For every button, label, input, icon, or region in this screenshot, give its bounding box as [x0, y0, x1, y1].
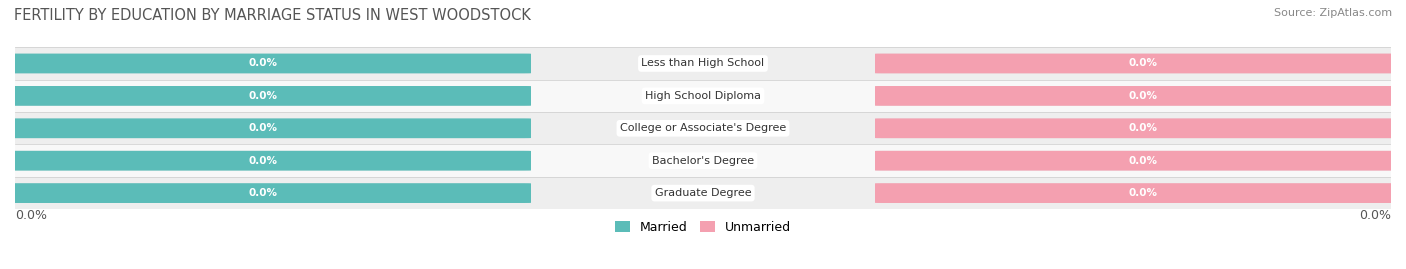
FancyBboxPatch shape	[0, 183, 531, 203]
Text: 0.0%: 0.0%	[249, 188, 277, 198]
Text: Graduate Degree: Graduate Degree	[655, 188, 751, 198]
Text: 0.0%: 0.0%	[249, 156, 277, 166]
Text: 0.0%: 0.0%	[249, 58, 277, 69]
Text: College or Associate's Degree: College or Associate's Degree	[620, 123, 786, 133]
FancyBboxPatch shape	[0, 118, 531, 138]
Text: 0.0%: 0.0%	[1129, 58, 1157, 69]
FancyBboxPatch shape	[875, 183, 1406, 203]
Text: 0.0%: 0.0%	[1129, 123, 1157, 133]
FancyBboxPatch shape	[875, 151, 1406, 171]
Text: 0.0%: 0.0%	[1129, 156, 1157, 166]
Text: 0.0%: 0.0%	[249, 91, 277, 101]
Text: Bachelor's Degree: Bachelor's Degree	[652, 156, 754, 166]
Text: 0.0%: 0.0%	[15, 209, 46, 222]
Bar	[15, 112, 1391, 144]
Text: 0.0%: 0.0%	[1360, 209, 1391, 222]
Text: FERTILITY BY EDUCATION BY MARRIAGE STATUS IN WEST WOODSTOCK: FERTILITY BY EDUCATION BY MARRIAGE STATU…	[14, 8, 531, 23]
Bar	[15, 177, 1391, 209]
FancyBboxPatch shape	[0, 54, 531, 73]
Text: 0.0%: 0.0%	[1129, 188, 1157, 198]
Text: 0.0%: 0.0%	[1129, 91, 1157, 101]
Text: Less than High School: Less than High School	[641, 58, 765, 69]
Text: 0.0%: 0.0%	[249, 123, 277, 133]
FancyBboxPatch shape	[0, 183, 531, 203]
FancyBboxPatch shape	[875, 86, 1406, 106]
FancyBboxPatch shape	[875, 118, 1406, 138]
FancyBboxPatch shape	[0, 54, 531, 73]
FancyBboxPatch shape	[0, 151, 531, 171]
Bar	[15, 144, 1391, 177]
FancyBboxPatch shape	[0, 86, 531, 106]
FancyBboxPatch shape	[0, 118, 531, 138]
Text: Source: ZipAtlas.com: Source: ZipAtlas.com	[1274, 8, 1392, 18]
FancyBboxPatch shape	[0, 86, 531, 106]
Bar	[15, 47, 1391, 80]
Text: High School Diploma: High School Diploma	[645, 91, 761, 101]
Bar	[15, 80, 1391, 112]
FancyBboxPatch shape	[0, 151, 531, 171]
FancyBboxPatch shape	[875, 54, 1406, 73]
FancyBboxPatch shape	[875, 118, 1406, 138]
FancyBboxPatch shape	[875, 151, 1406, 171]
FancyBboxPatch shape	[875, 183, 1406, 203]
FancyBboxPatch shape	[875, 54, 1406, 73]
FancyBboxPatch shape	[875, 86, 1406, 106]
Legend: Married, Unmarried: Married, Unmarried	[610, 216, 796, 239]
